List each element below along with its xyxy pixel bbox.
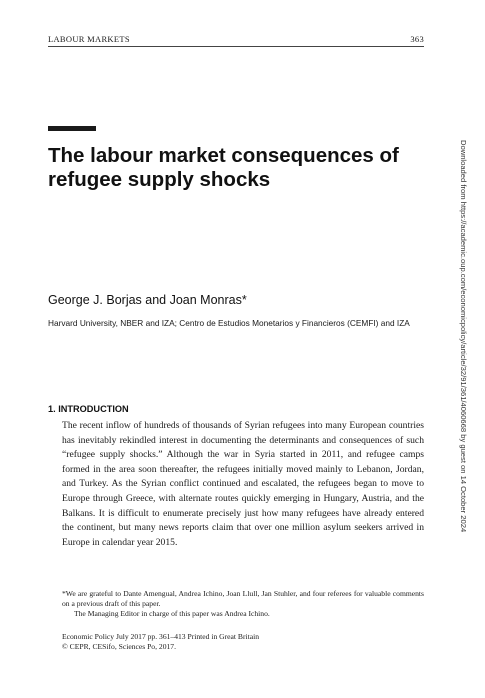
running-head: LABOUR MARKETS 363: [48, 34, 424, 44]
journal-info: Economic Policy July 2017 pp. 361–413 Pr…: [62, 632, 424, 651]
section-heading: 1. INTRODUCTION: [48, 404, 129, 414]
author-affiliation: Harvard University, NBER and IZA; Centro…: [48, 318, 410, 328]
journal-copyright: © CEPR, CESifo, Sciences Po, 2017.: [62, 641, 176, 651]
running-head-section: LABOUR MARKETS: [48, 34, 130, 44]
title-accent-bar: [48, 126, 96, 131]
journal-citation: Economic Policy July 2017 pp. 361–413 Pr…: [62, 632, 259, 641]
header-rule: [48, 46, 424, 47]
page-number: 363: [410, 34, 424, 44]
article-title: The labour market consequences of refuge…: [48, 144, 399, 191]
acknowledgement-footnote: *We are grateful to Dante Amengual, Andr…: [62, 589, 424, 608]
article-authors: George J. Borjas and Joan Monras*: [48, 293, 247, 307]
introduction-paragraph: The recent inflow of hundreds of thousan…: [62, 420, 424, 548]
download-watermark-text: Downloaded from https://academic.oup.com…: [459, 140, 468, 533]
download-watermark: Downloaded from https://academic.oup.com…: [458, 140, 470, 580]
managing-editor-footnote: The Managing Editor in charge of this pa…: [74, 609, 270, 618]
